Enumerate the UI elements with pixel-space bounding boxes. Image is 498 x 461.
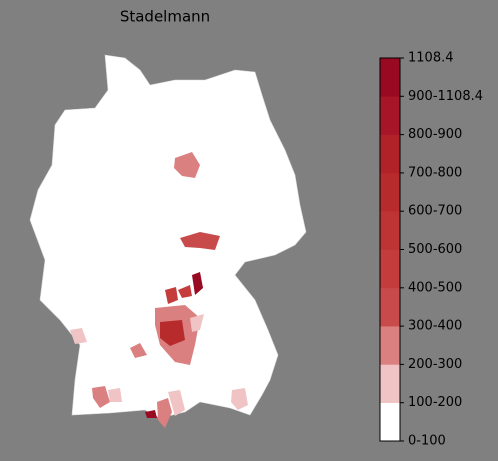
colorbar-label: 700-800 bbox=[408, 165, 462, 180]
colorbar-segment bbox=[380, 287, 400, 327]
region bbox=[180, 232, 220, 250]
region bbox=[192, 272, 203, 295]
colorbar-label: 900-1108.4 bbox=[408, 89, 483, 104]
region bbox=[157, 398, 172, 428]
colorbar-label: 300-400 bbox=[408, 319, 462, 334]
region bbox=[178, 285, 192, 298]
region bbox=[231, 388, 248, 410]
region bbox=[174, 152, 200, 178]
colorbar-segment bbox=[380, 364, 400, 403]
region bbox=[145, 410, 157, 418]
colorbar-label: 200-300 bbox=[408, 357, 462, 372]
region bbox=[70, 328, 87, 344]
colorbar-label: 800-900 bbox=[408, 127, 462, 142]
colorbar-segment bbox=[380, 402, 400, 442]
map-title: Stadelmann bbox=[120, 8, 210, 26]
germany-map bbox=[29, 54, 307, 428]
colorbar-segment bbox=[380, 249, 400, 289]
region bbox=[165, 287, 178, 304]
region bbox=[92, 386, 110, 408]
region bbox=[130, 343, 147, 358]
colorbar-segment bbox=[380, 96, 400, 135]
region bbox=[190, 314, 204, 332]
region bbox=[168, 390, 185, 416]
region bbox=[160, 320, 185, 346]
colorbar-segment bbox=[380, 172, 400, 212]
colorbar-segment bbox=[380, 134, 400, 174]
region bbox=[108, 388, 122, 402]
country-outline bbox=[29, 54, 307, 419]
colorbar-segment bbox=[380, 58, 400, 97]
colorbar-label: 500-600 bbox=[408, 242, 462, 257]
colorbar-label: 600-700 bbox=[408, 204, 462, 219]
colorbar-label: 100-200 bbox=[408, 395, 462, 410]
colorbar-label: 400-500 bbox=[408, 280, 462, 295]
colorbar-label: 1108.4 bbox=[408, 51, 454, 66]
colorbar: 0-100 100-200 200-300 300-400 400-500 500-600… bbox=[379, 51, 483, 449]
colorbar-label: 0-100 bbox=[408, 434, 446, 449]
colorbar-segment bbox=[380, 211, 400, 250]
colorbar-segment bbox=[380, 326, 400, 365]
